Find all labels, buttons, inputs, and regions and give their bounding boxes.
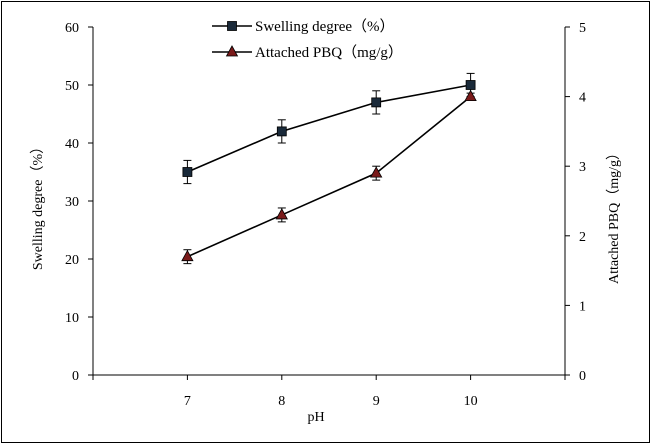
data-point-square (371, 97, 382, 108)
y-right-tick-label: 3 (579, 160, 586, 175)
y-left-tick-label: 40 (65, 137, 79, 152)
x-tick-label: 10 (464, 394, 478, 409)
legend-marker-square (227, 21, 237, 31)
x-tick-label: 7 (184, 394, 191, 409)
legend-label-1: Attached PBQ（mg/g） (255, 44, 403, 61)
axes: 0 10 20 30 40 50 60 0 1 2 3 4 5 7 8 9 10 (65, 21, 586, 409)
data-point-square (182, 167, 193, 177)
y-left-tick-label: 10 (65, 311, 79, 326)
y-right-axis-title: Attached PBQ（mg/g） (606, 146, 622, 284)
data-point-triangle (181, 249, 194, 262)
data-point-triangle (275, 208, 288, 220)
y-right-tick-label: 0 (579, 369, 586, 384)
x-axis-title: pH (307, 410, 324, 425)
y-right-tick-label: 4 (579, 91, 586, 106)
data-point-triangle (464, 89, 477, 101)
data-point-triangle (370, 166, 383, 178)
data-point-square (276, 126, 287, 137)
legend-label-0: Swelling degree（%） (255, 18, 395, 35)
x-tick-label: 9 (373, 394, 380, 409)
data-point-square (465, 80, 476, 90)
series-line-0 (187, 84, 471, 173)
legend-marker-triangle (225, 45, 239, 57)
y-right-tick-label: 5 (579, 21, 586, 36)
y-left-tick-label: 50 (65, 79, 79, 94)
y-left-tick-label: 60 (65, 21, 79, 36)
y-left-tick-label: 30 (65, 195, 79, 210)
y-left-axis-title: Swelling degree（%） (30, 140, 46, 270)
chart-marks (181, 72, 477, 265)
x-tick-label: 8 (278, 394, 285, 409)
series-line-1 (187, 95, 472, 258)
legend: Swelling degree（%） Attached PBQ（mg/g） (212, 18, 403, 61)
y-right-tick-label: 2 (579, 230, 586, 245)
y-left-tick-label: 20 (65, 253, 79, 268)
y-right-tick-label: 1 (579, 299, 586, 314)
y-left-tick-label: 0 (72, 369, 79, 384)
